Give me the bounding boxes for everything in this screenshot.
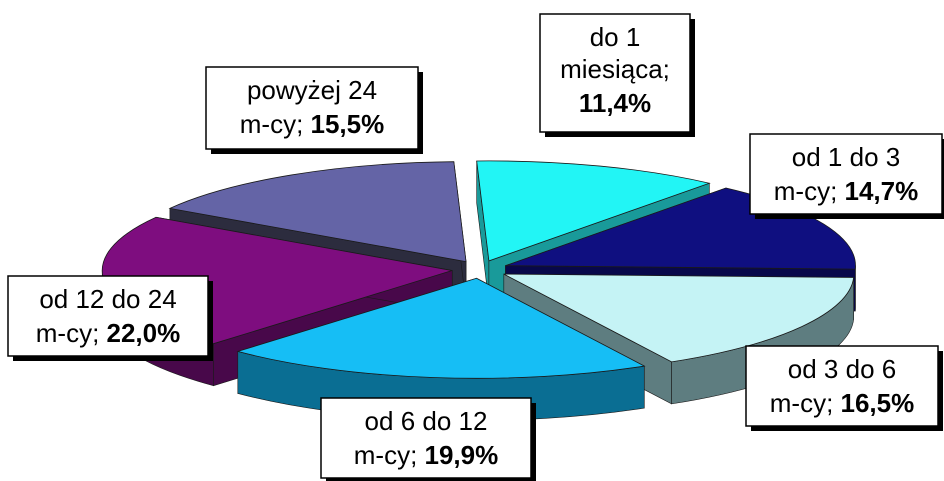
slice-label-box bbox=[539, 13, 691, 133]
slice-label-text: do 1 bbox=[590, 22, 641, 52]
slice-label-box bbox=[749, 133, 943, 215]
slice-label-text: m-cy; 19,9% bbox=[354, 440, 499, 470]
slice-percent: 22,0% bbox=[107, 318, 181, 348]
slice-label-unit: m-cy; bbox=[770, 388, 841, 418]
slice-percent: 19,9% bbox=[425, 440, 499, 470]
slice-label-box bbox=[205, 66, 419, 150]
pie-slice-3-top bbox=[503, 273, 855, 363]
slice-label-text: od 3 do 6 bbox=[788, 354, 896, 384]
slice-label-text: m-cy; 14,7% bbox=[774, 176, 919, 206]
slice-label-5: od 12 do 24 m-cy; 22,0% bbox=[7, 275, 213, 361]
slice-label-4: od 6 do 12 m-cy; 19,9% bbox=[320, 397, 536, 481]
slice-label-6: powyżej 24 m-cy; 15,5% bbox=[205, 66, 423, 154]
slice-label-text: powyżej 24 bbox=[247, 75, 377, 105]
slice-label-text: m-cy; 22,0% bbox=[36, 318, 181, 348]
slice-percent: 11,4% bbox=[579, 88, 651, 118]
slice-label-text: od 1 do 3 bbox=[792, 142, 900, 172]
slice-percent: 15,5% bbox=[311, 109, 385, 139]
slice-label-text: miesiąca; bbox=[560, 54, 670, 84]
pie-slice-1-top bbox=[476, 160, 711, 262]
slice-label-text: od 12 do 24 bbox=[39, 284, 176, 314]
slice-percent: 16,5% bbox=[841, 388, 915, 418]
slice-label-text: m-cy; 15,5% bbox=[240, 109, 385, 139]
slice-label-unit: m-cy; bbox=[354, 440, 425, 470]
pie-slice-6-top bbox=[168, 161, 467, 263]
slice-label-box bbox=[745, 345, 939, 427]
slice-label-text: m-cy; 16,5% bbox=[770, 388, 915, 418]
pie-slice-4-top bbox=[236, 277, 646, 379]
slice-label-3: od 3 do 6 m-cy; 16,5% bbox=[745, 345, 943, 431]
slice-label-unit: m-cy; bbox=[240, 109, 311, 139]
slice-percent: 14,7% bbox=[845, 176, 919, 206]
slice-label-2: od 1 do 3 m-cy; 14,7% bbox=[749, 133, 944, 219]
slice-label-text: od 6 do 12 bbox=[365, 406, 488, 436]
slice-label-unit: m-cy; bbox=[774, 176, 845, 206]
slice-label-unit: m-cy; bbox=[36, 318, 107, 348]
slice-label-box bbox=[320, 397, 532, 479]
slice-label-box bbox=[7, 275, 209, 357]
